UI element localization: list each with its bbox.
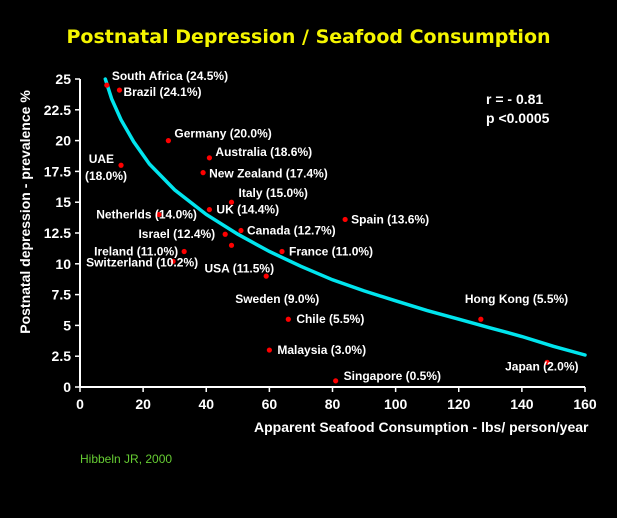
point-label: Chile (5.5%) xyxy=(296,312,364,326)
point-labels: South Africa (24.5%) Brazil (24.1%) German… xyxy=(85,69,578,383)
y-tick-label: 5 xyxy=(63,317,71,333)
data-point xyxy=(228,199,235,205)
point-label: Spain (13.6%) xyxy=(351,212,429,226)
y-tick-label: 2.5 xyxy=(52,348,72,364)
data-point xyxy=(165,138,171,144)
data-point xyxy=(200,170,206,176)
point-label: Sweden (9.0%) xyxy=(235,292,319,306)
citation: Hibbeln JR, 2000 xyxy=(80,452,173,466)
data-point xyxy=(222,231,228,237)
point-label: USA (11.5%) xyxy=(205,261,275,275)
data-point xyxy=(181,248,187,255)
stat-r: r = - 0.81 xyxy=(486,91,543,107)
x-tick-label: 100 xyxy=(384,396,408,412)
stat-p: p <0.0005 xyxy=(486,110,550,126)
x-tick-label: 20 xyxy=(135,396,151,412)
point-label: Malaysia (3.0%) xyxy=(277,343,366,357)
point-label: France (11.0%) xyxy=(289,244,373,258)
point-label: Ireland (11.0%) xyxy=(94,244,178,258)
x-tick-label: 160 xyxy=(573,396,597,412)
y-tick-label: 12.5 xyxy=(44,225,71,241)
chart-title: Postnatal Depression / Seafood Consumpti… xyxy=(66,26,551,48)
y-axis-title: Postnatal depression - prevalence % xyxy=(17,90,33,334)
point-label: New Zealand (17.4%) xyxy=(209,167,328,181)
data-point xyxy=(342,216,348,223)
data-point xyxy=(170,258,176,264)
point-label: Germany (20.0%) xyxy=(174,127,271,141)
data-point xyxy=(118,162,124,168)
x-tick-label: 40 xyxy=(198,396,214,412)
y-tick-label: 17.5 xyxy=(44,163,71,179)
y-tick-label: 22.5 xyxy=(44,102,71,118)
point-label: UK (14.4%) xyxy=(216,203,279,217)
data-point xyxy=(238,227,244,234)
y-tick-label: 15 xyxy=(55,194,71,210)
point-label: Singapore (0.5%) xyxy=(344,369,441,383)
x-ticks: 0 20 40 60 80 100 120 140 160 xyxy=(76,387,597,412)
point-label: UAE (18.0%) xyxy=(85,152,127,183)
trend-line xyxy=(103,77,587,357)
y-tick-label: 20 xyxy=(55,133,71,149)
point-label: Israel (12.4%) xyxy=(138,227,215,241)
data-point xyxy=(104,82,110,88)
x-tick-label: 80 xyxy=(325,396,341,412)
data-point xyxy=(279,248,285,255)
point-label: Italy (15.0%) xyxy=(239,186,308,200)
point-label: Australia (18.6%) xyxy=(215,145,312,159)
data-point xyxy=(228,242,235,248)
y-tick-label: 0 xyxy=(63,379,71,395)
data-point xyxy=(285,316,291,322)
data-point xyxy=(478,316,484,322)
point-label: Hong Kong (5.5%) xyxy=(465,292,568,306)
x-tick-label: 60 xyxy=(262,396,278,412)
data-point xyxy=(333,378,339,384)
data-point xyxy=(206,206,213,213)
point-label: Japan (2.0%) xyxy=(505,359,578,373)
x-tick-label: 140 xyxy=(510,396,534,412)
data-point xyxy=(266,347,272,353)
data-point xyxy=(116,87,123,93)
data-point xyxy=(544,359,550,365)
point-label: Brazil (24.1%) xyxy=(123,85,201,99)
data-point xyxy=(156,211,162,218)
y-tick-label: 7.5 xyxy=(52,287,72,303)
x-axis-title: Apparent Seafood Consumption - lbs/ pers… xyxy=(254,419,589,435)
x-tick-label: 0 xyxy=(76,396,84,412)
data-point xyxy=(206,155,213,161)
y-ticks: 0 2.5 5 7.5 10 12.5 15 17.5 20 22.5 25 xyxy=(44,71,80,395)
data-points xyxy=(104,82,550,384)
point-label: Netherlds (14.0%) xyxy=(96,208,197,222)
point-label: Switzerland (10.2%) xyxy=(86,255,198,269)
point-label: Canada (12.7%) xyxy=(247,224,336,238)
point-label: South Africa (24.5%) xyxy=(112,69,228,83)
data-point xyxy=(263,273,269,279)
x-tick-label: 120 xyxy=(447,396,471,412)
y-tick-label: 25 xyxy=(55,71,71,87)
y-tick-label: 10 xyxy=(55,256,71,272)
